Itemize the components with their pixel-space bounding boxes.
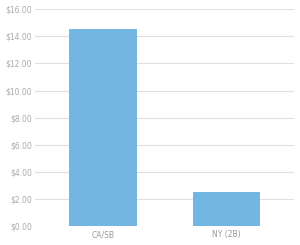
Bar [193,192,260,226]
Bar [69,29,137,226]
